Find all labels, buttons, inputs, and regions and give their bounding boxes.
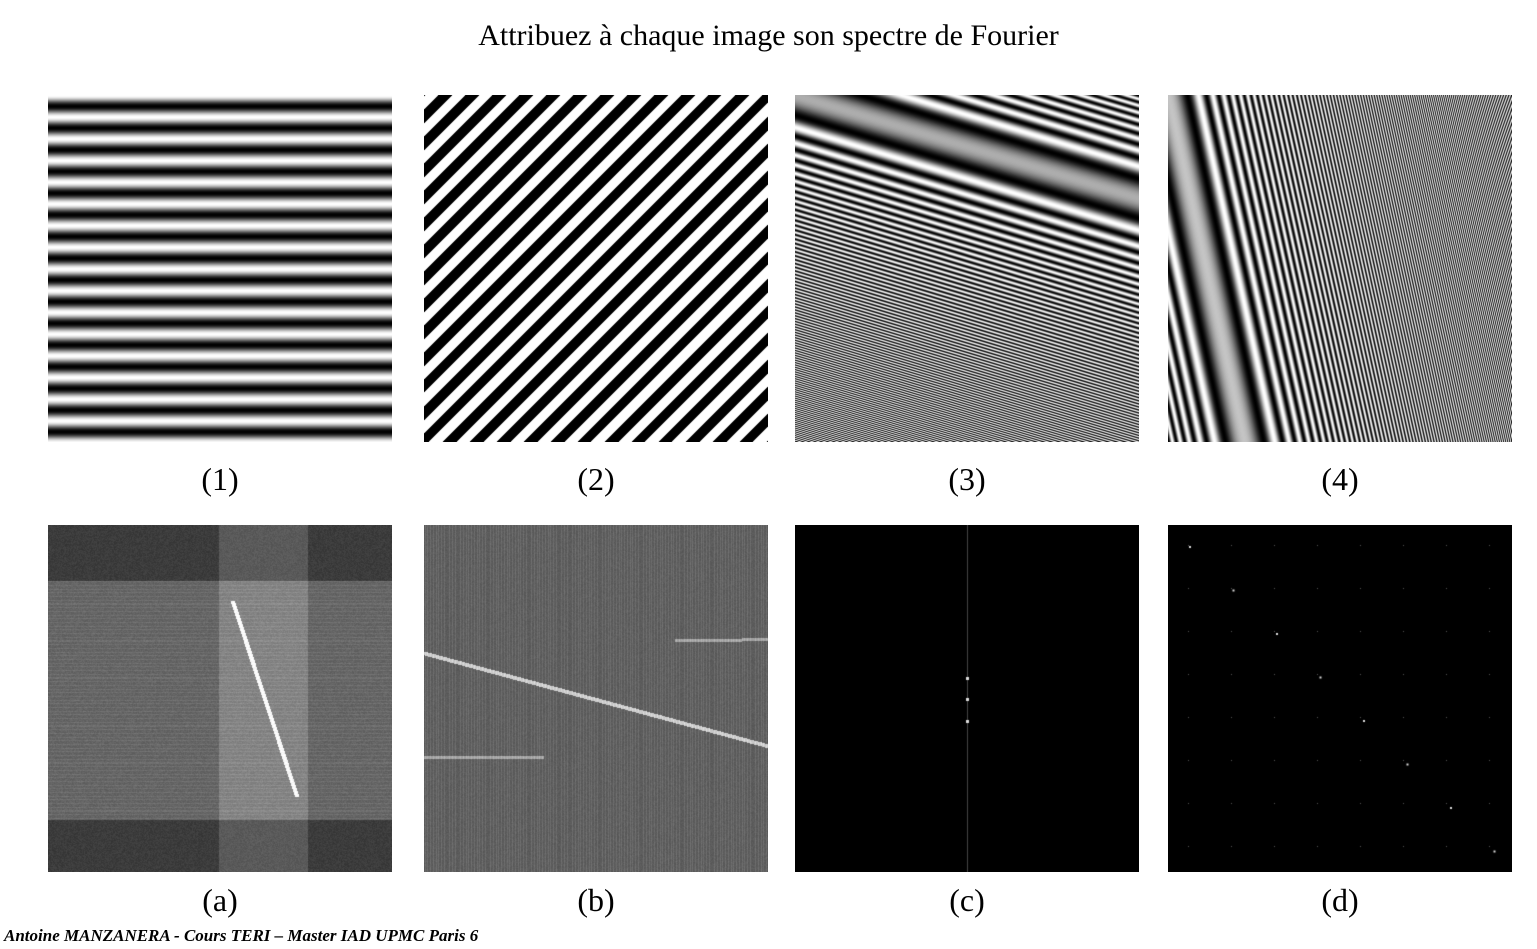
image-label-1: (1) [201,461,239,497]
spectrum-c [795,525,1139,872]
footer-credit: Antoine MANZANERA - Cours TERI – Master … [4,926,479,945]
image-diagonal-stripes [424,95,768,442]
page-title: Attribuez à chaque image son spectre de … [478,19,1059,52]
image-label-4: (4) [1321,461,1359,497]
spectrum-label-a: (a) [202,882,238,918]
image-chirp-steep [1168,95,1512,442]
spectrum-label-d: (d) [1321,882,1359,918]
spectrum-a [48,525,392,872]
image-horizontal-stripes [48,95,392,442]
image-label-3: (3) [948,461,986,497]
spectrum-label-b: (b) [577,882,615,918]
spectrum-d [1168,525,1512,872]
spectrum-label-c: (c) [949,882,985,918]
image-chirp-shallow [795,95,1139,442]
image-label-2: (2) [577,461,615,497]
spectrum-b [424,525,768,872]
